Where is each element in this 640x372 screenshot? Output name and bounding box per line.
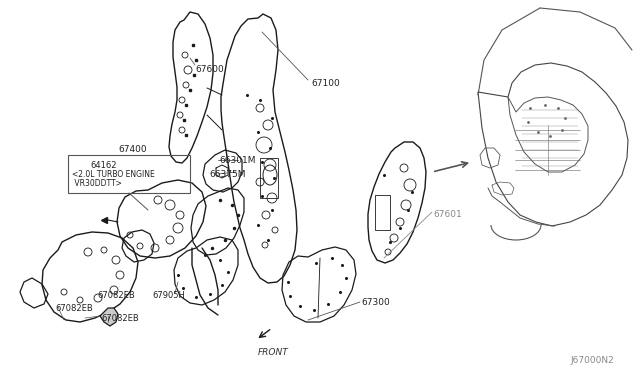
Bar <box>68 155 190 193</box>
Text: 64162: 64162 <box>90 161 116 170</box>
Text: FRONT: FRONT <box>258 348 289 357</box>
Text: J67000N2: J67000N2 <box>570 356 614 365</box>
Text: 66375M: 66375M <box>209 170 246 179</box>
Text: 67400: 67400 <box>118 145 147 154</box>
Text: 67100: 67100 <box>311 79 340 88</box>
Text: 67905H: 67905H <box>152 291 185 300</box>
Text: <2.0L TURBO ENGINE: <2.0L TURBO ENGINE <box>72 170 155 179</box>
Text: VR30DDTT>: VR30DDTT> <box>72 179 122 188</box>
Polygon shape <box>100 308 118 326</box>
Text: 67082EB: 67082EB <box>97 291 135 300</box>
Text: 66301M: 66301M <box>219 156 255 165</box>
Text: 67601: 67601 <box>433 210 461 219</box>
Text: 67082EB: 67082EB <box>101 314 139 323</box>
Text: 67300: 67300 <box>361 298 390 307</box>
Text: 67082EB: 67082EB <box>55 304 93 313</box>
Text: 67600: 67600 <box>195 65 224 74</box>
